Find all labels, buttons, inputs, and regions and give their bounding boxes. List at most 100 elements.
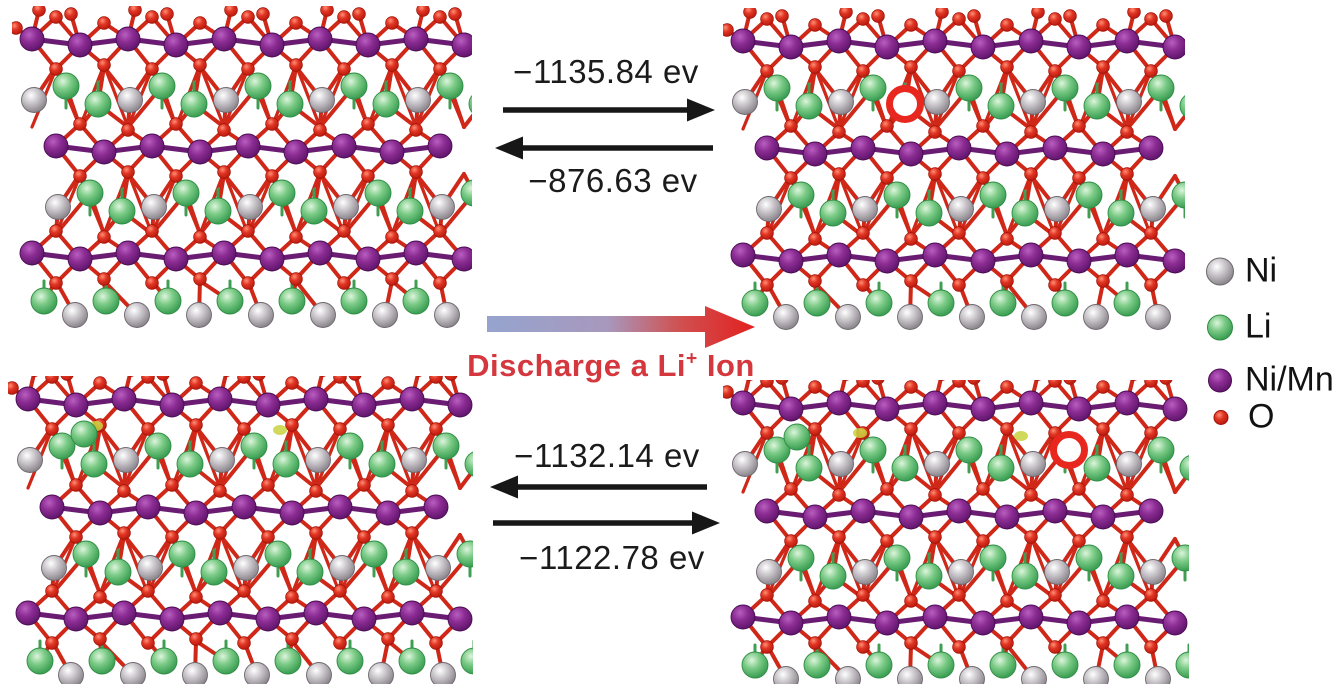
li-atom: [360, 540, 388, 568]
nimn-atom: [403, 26, 429, 52]
li-atom: [274, 647, 302, 675]
ni-atom: [1140, 196, 1166, 222]
li-atom: [204, 197, 232, 225]
ni-atom: [113, 447, 139, 473]
ni-atom: [372, 302, 398, 328]
ni-atom: [209, 447, 235, 473]
nimn-atom: [183, 500, 209, 526]
nimn-atom: [778, 396, 804, 422]
nimn-atom: [1018, 242, 1044, 268]
ni-atom: [948, 196, 974, 222]
ni-atom: [1116, 451, 1142, 477]
discharge-caption: Discharge a Li+ Ion: [467, 348, 755, 384]
legend-item-nimn: Ni/Mn: [1204, 361, 1334, 400]
li-atom: [915, 199, 943, 227]
nimn-atom: [19, 26, 45, 52]
ni-atom: [1044, 559, 1070, 585]
nimn-atom: [159, 392, 185, 418]
li-atom: [144, 432, 172, 460]
nimn-atom: [67, 32, 93, 58]
li-atom: [268, 179, 296, 207]
nimn-atom: [970, 34, 996, 60]
nimn-atom: [1162, 610, 1188, 636]
li-atom: [240, 432, 268, 460]
li-atom: [1147, 74, 1175, 102]
li-atom: [989, 289, 1017, 317]
li-vacancy-ring: [886, 85, 924, 123]
nimn-atom: [231, 494, 257, 520]
li-atom: [336, 432, 364, 460]
ni-atom: [1021, 666, 1047, 685]
ni-atom: [117, 87, 143, 113]
nimn-atom: [451, 246, 477, 272]
ni-atom: [430, 662, 456, 685]
nimn-atom: [826, 390, 852, 416]
nimn-atom: [922, 28, 948, 54]
ni-atom: [333, 194, 359, 220]
li-atom: [979, 181, 1007, 209]
discharge-superscript: +: [686, 348, 698, 370]
ni-atom: [58, 662, 84, 685]
li-atom: [456, 540, 484, 568]
nimn-atom: [850, 498, 876, 524]
nimn-atom: [423, 494, 449, 520]
nimn-atom: [1090, 504, 1116, 530]
li-atom: [1179, 92, 1207, 120]
nimn-atom: [135, 494, 161, 520]
ni-atom: [248, 302, 274, 328]
nimn-atom: [874, 248, 900, 274]
nimn-atom: [826, 242, 852, 268]
ni-atom: [897, 304, 923, 330]
nimn-atom: [802, 141, 828, 167]
li-atom: [168, 540, 196, 568]
nimn-atom: [399, 386, 425, 412]
nimn-atom: [303, 600, 329, 626]
li-atom: [763, 74, 791, 102]
li-atom: [979, 544, 1007, 572]
li-atom: [272, 450, 300, 478]
ni-atom: [924, 89, 950, 115]
li-atom: [172, 179, 200, 207]
ni-atom: [124, 302, 150, 328]
nimn-atom: [730, 390, 756, 416]
nimn-atom: [43, 133, 69, 159]
li-atom: [364, 179, 392, 207]
ni-atom: [924, 451, 950, 477]
ni-atom: [41, 555, 67, 581]
nimn-atom: [163, 32, 189, 58]
ni-atom: [429, 194, 455, 220]
li-atom: [927, 651, 955, 679]
o-sphere-icon: [1213, 409, 1229, 425]
ni-atom: [1020, 89, 1046, 115]
nimn-atom: [1114, 28, 1140, 54]
nimn-atom: [1066, 610, 1092, 636]
nimn-atom: [351, 392, 377, 418]
nimn-atom: [207, 386, 233, 412]
nimn-atom: [427, 133, 453, 159]
nimn-atom: [778, 34, 804, 60]
nimn-atom: [874, 34, 900, 60]
crystal-panel-top-left: [9, 3, 520, 337]
ni-atom: [1083, 666, 1109, 685]
li-atom: [1175, 651, 1203, 679]
nimn-atom: [922, 604, 948, 630]
nimn-atom: [922, 242, 948, 268]
crystal-panel-bottom-right: [720, 367, 1233, 685]
crystal-panel-top-right-svg: [720, 5, 1231, 330]
li-atom: [264, 540, 292, 568]
nimn-atom: [1114, 242, 1140, 268]
li-atom: [865, 651, 893, 679]
nimn-atom: [778, 248, 804, 274]
ni-atom: [213, 87, 239, 113]
legend-label-o: O: [1248, 397, 1275, 436]
nimn-atom: [211, 26, 237, 52]
li-atom: [30, 287, 58, 315]
li-atom: [741, 289, 769, 317]
crystal-panel-bottom-right-svg: [720, 367, 1233, 685]
ni-atom: [1116, 89, 1142, 115]
ni-atom: [756, 559, 782, 585]
ni-atom: [233, 555, 259, 581]
li-atom: [104, 558, 132, 586]
ni-atom: [732, 89, 758, 115]
